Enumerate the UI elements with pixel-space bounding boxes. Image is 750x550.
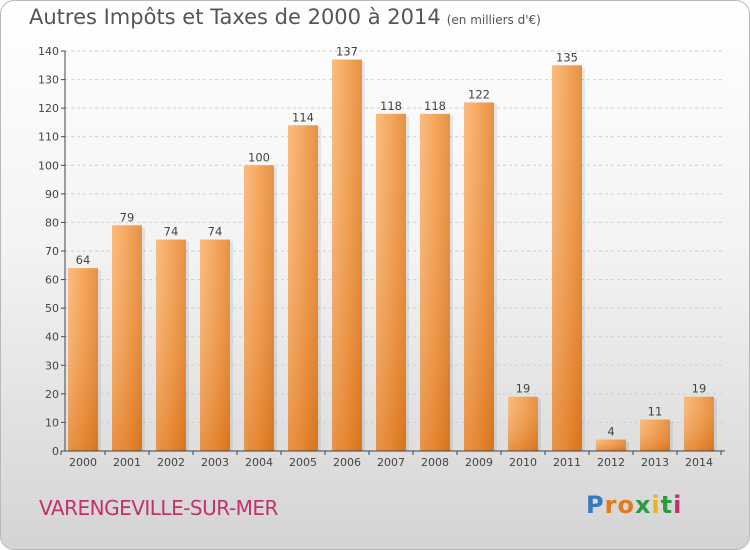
y-tick-label: 110 xyxy=(38,131,59,144)
y-tick-label: 40 xyxy=(45,331,59,344)
x-tick-label: 2006 xyxy=(333,456,361,469)
bar-shade xyxy=(68,268,98,451)
bar-shade xyxy=(156,239,186,451)
bar-shade xyxy=(596,439,626,451)
data-label: 74 xyxy=(208,225,223,239)
data-label: 122 xyxy=(468,87,490,101)
logo-letter: i xyxy=(673,491,683,519)
y-tick-label: 120 xyxy=(38,102,59,115)
logo-letter: o xyxy=(617,491,635,519)
x-tick-label: 2010 xyxy=(509,456,537,469)
y-tick-label: 100 xyxy=(38,159,59,172)
x-tick-label: 2000 xyxy=(69,456,97,469)
bar-shade xyxy=(288,125,318,452)
y-tick-label: 0 xyxy=(52,445,59,458)
data-label: 19 xyxy=(516,382,531,396)
data-label: 114 xyxy=(292,110,314,124)
city-name: VARENGEVILLE-SUR-MER xyxy=(39,496,278,520)
x-tick-label: 2011 xyxy=(553,456,581,469)
y-tick-label: 90 xyxy=(45,188,59,201)
chart-title: Autres Impôts et Taxes de 2000 à 2014 (en… xyxy=(29,5,541,29)
axes xyxy=(60,50,725,455)
y-tick-label: 20 xyxy=(45,388,59,401)
data-label: 64 xyxy=(76,253,91,267)
x-tick-label: 2012 xyxy=(597,456,625,469)
bar-shade xyxy=(420,113,450,451)
y-tick-label: 140 xyxy=(38,45,59,58)
y-tick-label: 50 xyxy=(45,302,59,315)
y-tick-label: 70 xyxy=(45,245,59,258)
labels: 0 10 20 30 40 50 60 70 80 90 100 110 120 130 140 64 2000… xyxy=(38,45,713,469)
bar-shade xyxy=(332,59,362,451)
bar-shade xyxy=(464,102,494,451)
data-label: 11 xyxy=(648,405,663,419)
data-label: 118 xyxy=(424,99,446,113)
bar-shade xyxy=(508,396,538,451)
logo-letter: t xyxy=(660,491,674,519)
y-tick-label: 30 xyxy=(45,359,59,372)
proxiti-logo: Proxiti xyxy=(586,491,682,519)
data-label: 100 xyxy=(248,150,270,164)
x-tick-label: 2014 xyxy=(685,456,713,469)
logo-letter: x xyxy=(634,491,652,519)
chart-title-text: Autres Impôts et Taxes de 2000 à 2014 xyxy=(29,5,441,29)
chart-unit-label: (en milliers d'€) xyxy=(446,13,541,27)
y-tick-label: 60 xyxy=(45,274,59,287)
bar-shade xyxy=(244,165,274,452)
x-tick-label: 2005 xyxy=(289,456,317,469)
x-tick-label: 2007 xyxy=(377,456,405,469)
bar-shade xyxy=(684,396,714,451)
bar-shade xyxy=(552,65,582,452)
y-tick-label: 10 xyxy=(45,416,59,429)
x-tick-label: 2013 xyxy=(641,456,669,469)
data-label: 137 xyxy=(336,45,358,59)
data-label: 4 xyxy=(607,425,614,439)
data-label: 118 xyxy=(380,99,402,113)
bar-shade xyxy=(200,239,230,451)
x-tick-label: 2009 xyxy=(465,456,493,469)
x-tick-label: 2001 xyxy=(113,456,141,469)
bars xyxy=(68,59,717,452)
x-tick-label: 2004 xyxy=(245,456,273,469)
logo-letter: P xyxy=(586,491,605,519)
x-tick-label: 2008 xyxy=(421,456,449,469)
logo-letter: i xyxy=(651,491,661,519)
bar-shade xyxy=(376,113,406,451)
data-label: 74 xyxy=(164,225,179,239)
data-label: 79 xyxy=(120,210,135,224)
data-label: 19 xyxy=(692,382,707,396)
y-tick-label: 80 xyxy=(45,216,59,229)
y-tick-label: 130 xyxy=(38,74,59,87)
bar-shade xyxy=(112,225,142,451)
x-tick-label: 2002 xyxy=(157,456,185,469)
data-label: 135 xyxy=(556,50,578,64)
bar-shade xyxy=(640,419,670,451)
logo-letter: r xyxy=(604,491,618,519)
x-tick-label: 2003 xyxy=(201,456,229,469)
